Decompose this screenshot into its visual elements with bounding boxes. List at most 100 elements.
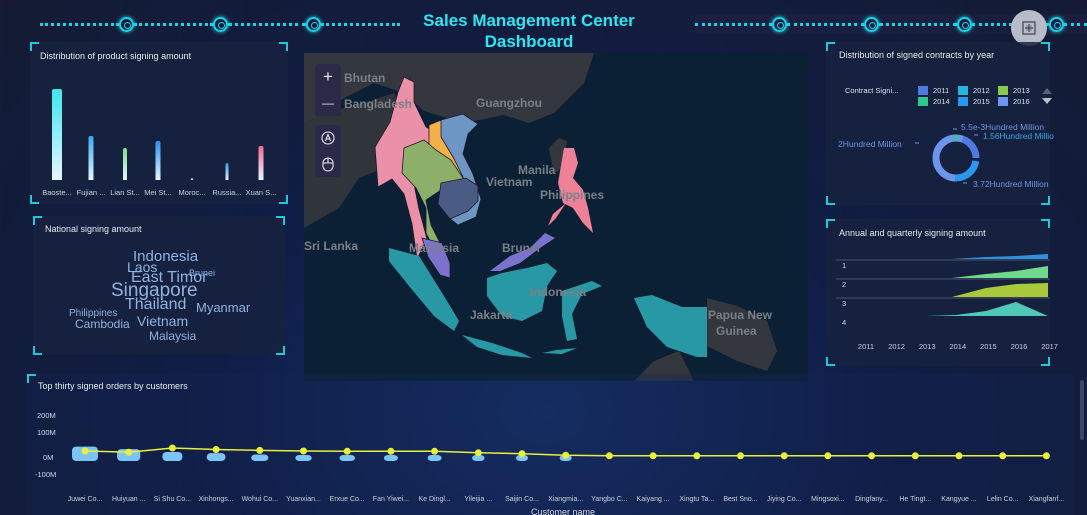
bar[interactable] — [52, 89, 62, 180]
legend-label: 2011 — [933, 86, 950, 95]
x-tick-label: Yuanxian... — [286, 496, 321, 503]
bar[interactable] — [225, 162, 229, 180]
bar[interactable] — [295, 455, 312, 461]
x-tick-label: Saijin Co... — [505, 496, 539, 503]
bar[interactable] — [516, 455, 528, 461]
bar[interactable] — [383, 455, 398, 461]
x-tick-label: Lelin Co... — [986, 496, 1019, 503]
x-tick-label: Fan Yiwei... — [372, 496, 409, 503]
legend-label: 2013 — [1013, 86, 1030, 95]
ring-icon — [956, 16, 972, 32]
bar[interactable] — [88, 136, 94, 180]
word-cloud-item[interactable]: Singapore — [111, 279, 198, 301]
word-cloud-item[interactable]: Brunei — [189, 268, 216, 279]
legend-item-2016[interactable]: 2016 — [998, 97, 1030, 106]
page-scrollbar[interactable] — [1080, 380, 1084, 440]
legend-swatch — [918, 86, 928, 95]
ring-icon — [118, 16, 134, 32]
line-point[interactable] — [955, 452, 963, 460]
legend-label: 2016 — [1013, 97, 1030, 106]
zoom-out-button[interactable]: — — [322, 96, 334, 110]
mouse-wheel-zoom-button[interactable] — [315, 151, 341, 177]
legend-item-2014[interactable]: 2014 — [918, 97, 950, 106]
line-point[interactable] — [868, 452, 876, 460]
map-place-label: Bangladesh — [344, 97, 413, 111]
x-tick-label: Juwei Co... — [67, 496, 103, 503]
line-point[interactable] — [780, 452, 788, 460]
line-point[interactable] — [474, 449, 482, 457]
legend-item-2012[interactable]: 2012 — [958, 86, 990, 95]
line-point[interactable] — [693, 452, 701, 460]
bar[interactable] — [155, 140, 161, 180]
bar[interactable] — [258, 146, 264, 180]
line-point[interactable] — [387, 447, 395, 455]
line-point[interactable] — [562, 451, 570, 459]
header-decoration-right — [695, 14, 1087, 34]
map-place-label: Malaysia — [409, 241, 460, 255]
line-point[interactable] — [1042, 452, 1050, 460]
word-cloud-item[interactable]: Cambodia — [75, 316, 130, 331]
bar[interactable] — [251, 454, 269, 461]
word-cloud-item[interactable]: Myanmar — [196, 299, 251, 315]
x-tick-label: Lian St... — [110, 188, 140, 197]
zoom-in-button[interactable]: + — [323, 67, 333, 86]
map-place-label: Guinea — [716, 324, 757, 338]
southeast-asia-map[interactable]: Bhutan Bangladesh Guangzhou Vietnam Manila Ph… — [304, 53, 808, 381]
line-point[interactable] — [999, 452, 1007, 460]
ring-icon — [212, 16, 228, 32]
word-cloud-item[interactable]: East Timor — [131, 269, 208, 287]
word-cloud-item[interactable]: Malaysia — [149, 328, 197, 343]
word-cloud-item[interactable]: Vietnam — [137, 313, 189, 330]
line-point[interactable] — [605, 452, 613, 460]
map-zoom-controls: + — — [315, 64, 341, 116]
line-point[interactable] — [256, 446, 264, 454]
line-point[interactable] — [343, 447, 351, 455]
line-point[interactable] — [300, 447, 307, 455]
legend-label: 2012 — [973, 86, 990, 95]
word-cloud-item[interactable]: Indonesia — [133, 248, 199, 266]
national-signing-panel: National signing amount Indonesia Laos Bru… — [33, 216, 285, 355]
x-tick-label: Xiangmia... — [548, 496, 584, 503]
legend-label: 2014 — [933, 97, 950, 106]
line-point[interactable] — [212, 446, 220, 453]
x-tick-label: Xinhongs... — [198, 496, 234, 503]
map-place-label: Guangzhou — [476, 96, 542, 110]
line-point[interactable] — [168, 444, 176, 452]
line-point[interactable] — [737, 452, 744, 460]
legend-page-up-icon[interactable] — [1042, 88, 1052, 94]
x-tick-label: Mingsoxi... — [811, 496, 845, 503]
bar[interactable] — [339, 455, 355, 461]
legend-item-2011[interactable]: 2011 — [918, 86, 949, 95]
bar[interactable] — [162, 452, 183, 461]
panel-title: Distribution of product signing amount — [40, 51, 192, 61]
map-place-label: Jakarta — [470, 308, 513, 322]
x-tick-label: Xingtu Ta... — [679, 496, 715, 503]
x-tick-label: Mei St... — [144, 188, 172, 197]
x-tick-label: Erxue Co... — [329, 496, 365, 503]
word-cloud-item[interactable]: Thailand — [125, 296, 187, 314]
line-point[interactable] — [911, 452, 919, 460]
bar[interactable] — [427, 455, 442, 461]
line-point[interactable] — [125, 448, 133, 456]
line-point[interactable] — [518, 450, 526, 458]
legend-page-down-icon[interactable] — [1042, 98, 1052, 104]
donut-label: 3.72Hundred Million — [973, 179, 1049, 189]
line-point[interactable] — [649, 452, 657, 460]
legend-item-2013[interactable]: 2013 — [998, 86, 1030, 95]
word-cloud-item[interactable]: Philippines — [69, 307, 118, 319]
legend-swatch — [958, 86, 968, 95]
bar[interactable] — [191, 178, 193, 180]
bar[interactable] — [123, 148, 127, 180]
line-point[interactable] — [81, 447, 89, 455]
line-point[interactable] — [431, 447, 439, 455]
fullscreen-button[interactable] — [1011, 10, 1047, 46]
bar[interactable] — [206, 453, 226, 461]
x-tick-label: 2013 — [918, 342, 936, 351]
line-point[interactable] — [824, 452, 832, 460]
legend-item-2015[interactable]: 2015 — [958, 97, 990, 106]
word-cloud-item[interactable]: Laos — [127, 259, 158, 276]
header-decoration-left — [40, 16, 400, 32]
bar[interactable] — [472, 455, 485, 461]
panel-title: Top thirty signed orders by customers — [38, 381, 188, 391]
auto-fit-button[interactable] — [315, 125, 341, 151]
